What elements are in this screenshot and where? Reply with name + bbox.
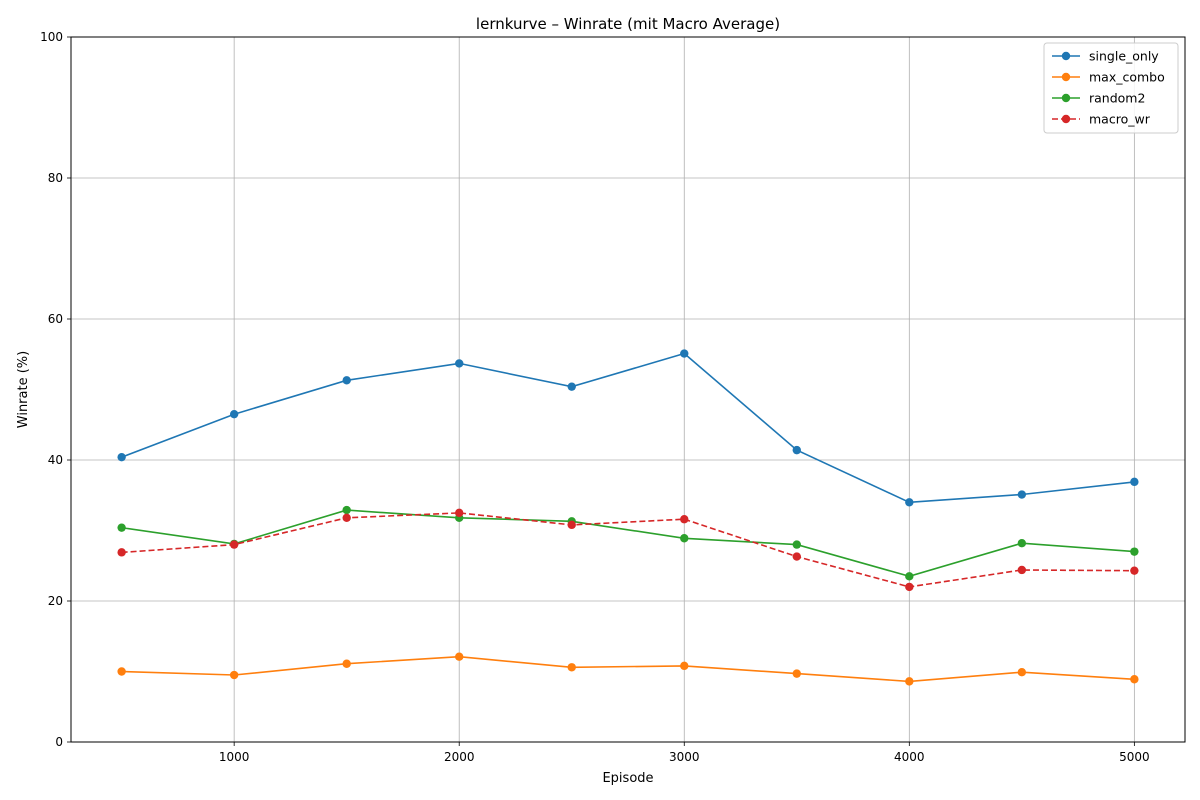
x-tick-label: 1000: [219, 750, 250, 764]
data-point-single-only: [342, 376, 351, 385]
series-line-random2: [121, 509, 1135, 578]
legend: single_only max_combo random2 macro_wr: [1043, 42, 1179, 134]
y-tick-label: 40: [48, 453, 63, 467]
legend-marker: [1061, 114, 1071, 124]
y-tick-label: 80: [48, 171, 63, 185]
data-point-macro-wr: [1017, 565, 1027, 575]
y-tick-label: 60: [48, 312, 63, 326]
legend-label: single_only: [1089, 49, 1159, 64]
data-point-single-only: [455, 359, 464, 368]
series-line-single-only: [121, 352, 1135, 504]
legend-box: [1043, 42, 1179, 134]
data-point-max-combo: [229, 670, 239, 680]
legend-item-macro-wr: macro_wr: [1052, 112, 1151, 127]
data-point-random2: [680, 534, 689, 543]
y-tick-label: 20: [48, 594, 63, 608]
x-axis-label: Episode: [602, 771, 653, 786]
series-random2: [117, 505, 1139, 581]
series-macro-wr: [117, 508, 1139, 592]
data-point-macro-wr: [680, 515, 689, 524]
data-point-max-combo: [792, 669, 801, 678]
data-point-max-combo: [117, 667, 126, 676]
series-line-macro-wr: [121, 512, 1135, 588]
data-point-macro-wr: [1130, 566, 1139, 575]
data-point-max-combo: [455, 652, 464, 661]
data-point-random2: [342, 505, 351, 515]
data-point-macro-wr: [905, 582, 914, 592]
data-point-macro-wr: [117, 548, 126, 557]
legend-label: max_combo: [1089, 70, 1165, 85]
data-point-max-combo: [680, 661, 689, 671]
plot-frame: [70, 36, 1186, 743]
y-tick-label: 0: [55, 735, 63, 749]
data-point-macro-wr: [455, 508, 464, 518]
data-point-max-combo: [567, 663, 576, 672]
data-point-max-combo: [1130, 675, 1139, 684]
data-point-single-only: [1130, 477, 1139, 487]
legend-item-max-combo: max_combo: [1052, 70, 1165, 85]
data-point-single-only: [1017, 490, 1027, 499]
data-point-single-only: [905, 498, 914, 507]
data-point-single-only: [229, 409, 239, 419]
x-tick-label: 5000: [1119, 750, 1150, 764]
legend-label: random2: [1089, 91, 1145, 106]
data-point-macro-wr: [567, 520, 576, 530]
legend-item-single-only: single_only: [1052, 49, 1159, 64]
data-point-max-combo: [1017, 668, 1027, 677]
data-point-single-only: [117, 452, 126, 462]
legend-marker: [1061, 51, 1071, 61]
data-point-random2: [792, 540, 801, 549]
legend-marker: [1061, 93, 1071, 103]
data-point-random2: [1017, 538, 1027, 548]
series-lines: [117, 349, 1139, 686]
data-point-max-combo: [905, 677, 914, 686]
y-tick-label: 100: [40, 30, 63, 44]
data-point-macro-wr: [792, 552, 801, 561]
x-tick-label: 2000: [444, 750, 475, 764]
series-single-only: [117, 349, 1139, 507]
data-point-random2: [1130, 547, 1139, 556]
data-point-single-only: [680, 349, 689, 358]
legend-marker: [1061, 72, 1071, 82]
y-axis-label: Winrate (%): [16, 351, 31, 428]
x-tick-label: 4000: [894, 750, 925, 764]
data-point-random2: [117, 523, 126, 532]
data-point-max-combo: [342, 659, 351, 668]
series-max-combo: [117, 652, 1139, 686]
axis-ticks: 1000 2000 3000 4000 5000 0 20 40 60 80 100: [40, 30, 1150, 764]
legend-label: macro_wr: [1089, 112, 1151, 127]
data-point-single-only: [792, 445, 801, 455]
data-point-macro-wr: [342, 513, 351, 523]
series-line-max-combo: [121, 655, 1135, 683]
x-tick-label: 3000: [669, 750, 700, 764]
chart-title: lernkurve – Winrate (mit Macro Average): [476, 15, 780, 33]
data-point-macro-wr: [229, 540, 239, 549]
data-point-single-only: [567, 382, 576, 391]
grid-lines: [71, 36, 1185, 743]
data-point-random2: [905, 572, 914, 581]
legend-item-random2: random2: [1052, 91, 1145, 106]
